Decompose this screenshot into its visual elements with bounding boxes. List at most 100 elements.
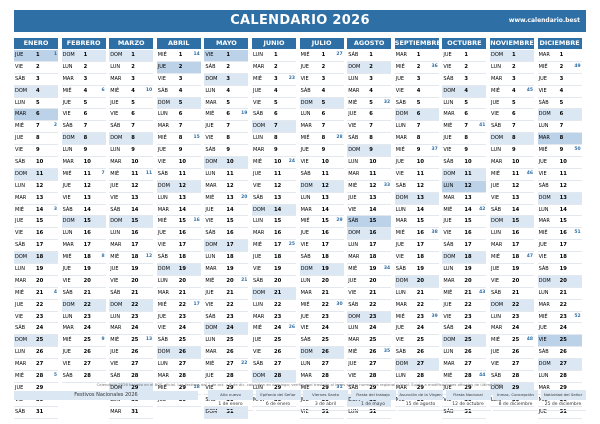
day-row: JUE 1 xyxy=(442,50,487,62)
day-row: LUN 22 xyxy=(252,300,296,312)
month-header: FEBRERO xyxy=(61,38,106,49)
weekday-label: MAR xyxy=(157,123,170,130)
day-row: DOM 19 xyxy=(299,264,344,276)
day-row: LUN 21 xyxy=(537,288,582,300)
month-column: SEPTIEMBRE MAR 1 MIÉ 2 36 JUE 3 VIE 4 SÁB 5 DOM 6 LUN 7… xyxy=(394,38,441,407)
day-number: 16 xyxy=(83,230,91,237)
day-number: 27 xyxy=(274,361,282,368)
day-row: JUE 23 xyxy=(299,312,344,324)
week-number: 17 xyxy=(193,301,200,307)
week-number: 52 xyxy=(574,313,581,319)
day-number: 1 xyxy=(559,52,564,58)
week-number: 13 xyxy=(145,337,153,343)
month-column: JULIO MIÉ 1 27 JUE 2 VIE 3 SÁB 4 DOM 5 LUN 6 MAR 7 MIÉ 8 2… xyxy=(299,38,344,419)
day-row: MAR 17 xyxy=(109,240,154,253)
day-row: DOM 21 xyxy=(252,287,296,300)
weekday-label: VIE xyxy=(62,194,71,201)
day-number: 18 xyxy=(369,254,377,261)
day-number: 28 xyxy=(274,373,282,380)
week-number: 34 xyxy=(383,266,391,272)
month-header: MARZO xyxy=(109,38,154,49)
weekday-label: SÁB xyxy=(253,194,264,201)
weekday-label: DOM xyxy=(253,123,266,130)
day-number: 21 xyxy=(36,289,44,296)
weekday-label: VIE xyxy=(110,111,119,118)
day-number: 6 xyxy=(464,111,469,118)
holidays-title: Festivos Nacionales 2026 xyxy=(14,391,198,400)
day-row: SÁB 31 xyxy=(14,407,58,419)
day-row: JUE 19 xyxy=(109,264,154,276)
day-row: DOM 5 xyxy=(299,97,344,110)
weekday-label: DOM xyxy=(205,408,218,415)
day-number: 4 xyxy=(178,87,183,94)
day-number: 21 xyxy=(226,289,234,296)
day-number: 13 xyxy=(36,194,44,201)
weekday-label: LUN xyxy=(110,230,121,237)
day-number: 25 xyxy=(369,337,377,344)
day-number: 6 xyxy=(131,111,135,118)
day-row: DOM 6 xyxy=(537,109,582,122)
weekday-label: DOM xyxy=(157,349,170,356)
day-row: LUN 27 xyxy=(299,359,344,372)
day-number: 31 xyxy=(36,408,44,415)
day-row: VIE 27 xyxy=(490,359,534,372)
weekday-label: SÁB xyxy=(205,147,216,154)
day-row: JUE 19 xyxy=(61,264,106,276)
day-row: MAR 19 xyxy=(204,264,249,276)
day-number: 29 xyxy=(416,384,425,391)
day-number: 3 xyxy=(36,75,40,82)
weekday-label: SÁB xyxy=(157,87,168,94)
day-row: JUE 10 xyxy=(394,157,439,169)
day-row: MIÉ 11 7 xyxy=(61,169,106,181)
weekday-label: SÁB xyxy=(15,75,26,82)
weekday-label: LUN xyxy=(491,313,501,320)
weekday-label: VIE xyxy=(110,361,119,368)
day-row: JUE 2 xyxy=(156,61,201,74)
day-row: DOM 3 xyxy=(204,73,249,86)
weekday-label: JUE xyxy=(300,313,309,320)
day-number: 29 xyxy=(226,384,234,391)
day-row: LUN 24 xyxy=(347,323,392,336)
day-number: 26 xyxy=(178,349,187,356)
week-number: 18 xyxy=(193,384,200,390)
day-row: MIÉ 26 35 xyxy=(347,347,392,360)
weekday-label: LUN xyxy=(538,206,549,213)
day-row: DOM 10 xyxy=(204,157,249,169)
weekday-label: MAR xyxy=(491,242,503,249)
day-row: JUE 24 xyxy=(394,323,439,336)
day-number: 12 xyxy=(512,182,520,189)
day-row: JUE 25 xyxy=(252,335,296,348)
day-row: MIÉ 2 36 xyxy=(394,62,439,74)
day-number: 26 xyxy=(131,349,139,356)
day-number: 9 xyxy=(36,147,40,154)
weekday-label: SÁB xyxy=(62,373,73,380)
day-row: JUE 28 xyxy=(204,371,249,383)
weekday-label: VIE xyxy=(443,147,452,154)
weekday-label: MIÉ xyxy=(157,301,167,308)
day-row: MAR 17 xyxy=(490,240,534,253)
weekday-label: MAR xyxy=(538,384,550,391)
day-row: DOM 2 xyxy=(347,61,392,74)
day-row: LUN 13 xyxy=(299,193,344,205)
weekday-label: LUN xyxy=(205,337,216,344)
weekday-label: VIE xyxy=(62,361,71,368)
day-number: 18 xyxy=(416,254,425,261)
day-number: 17 xyxy=(36,242,44,249)
day-row: VIE 23 xyxy=(14,312,58,324)
week-number: 7 xyxy=(101,170,105,176)
weekday-label: MAR xyxy=(395,218,408,225)
weekday-label: DOM xyxy=(491,135,504,142)
day-row: JUE 21 xyxy=(204,288,249,300)
day-number: 20 xyxy=(369,277,377,284)
day-number: 8 xyxy=(178,135,183,142)
day-number: 14 xyxy=(464,206,472,213)
day-row: LUN 25 xyxy=(204,335,249,348)
day-row: DOM 14 xyxy=(252,204,296,217)
weekday-label: DOM xyxy=(491,218,504,225)
week-number: 49 xyxy=(574,63,581,69)
holiday-date: 8 de diciembre xyxy=(493,400,538,411)
day-number: 18 xyxy=(178,254,187,261)
weekday-label: VIE xyxy=(300,325,309,332)
weekday-label: MAR xyxy=(253,230,265,237)
day-row: MIÉ 1 27 xyxy=(299,50,344,62)
